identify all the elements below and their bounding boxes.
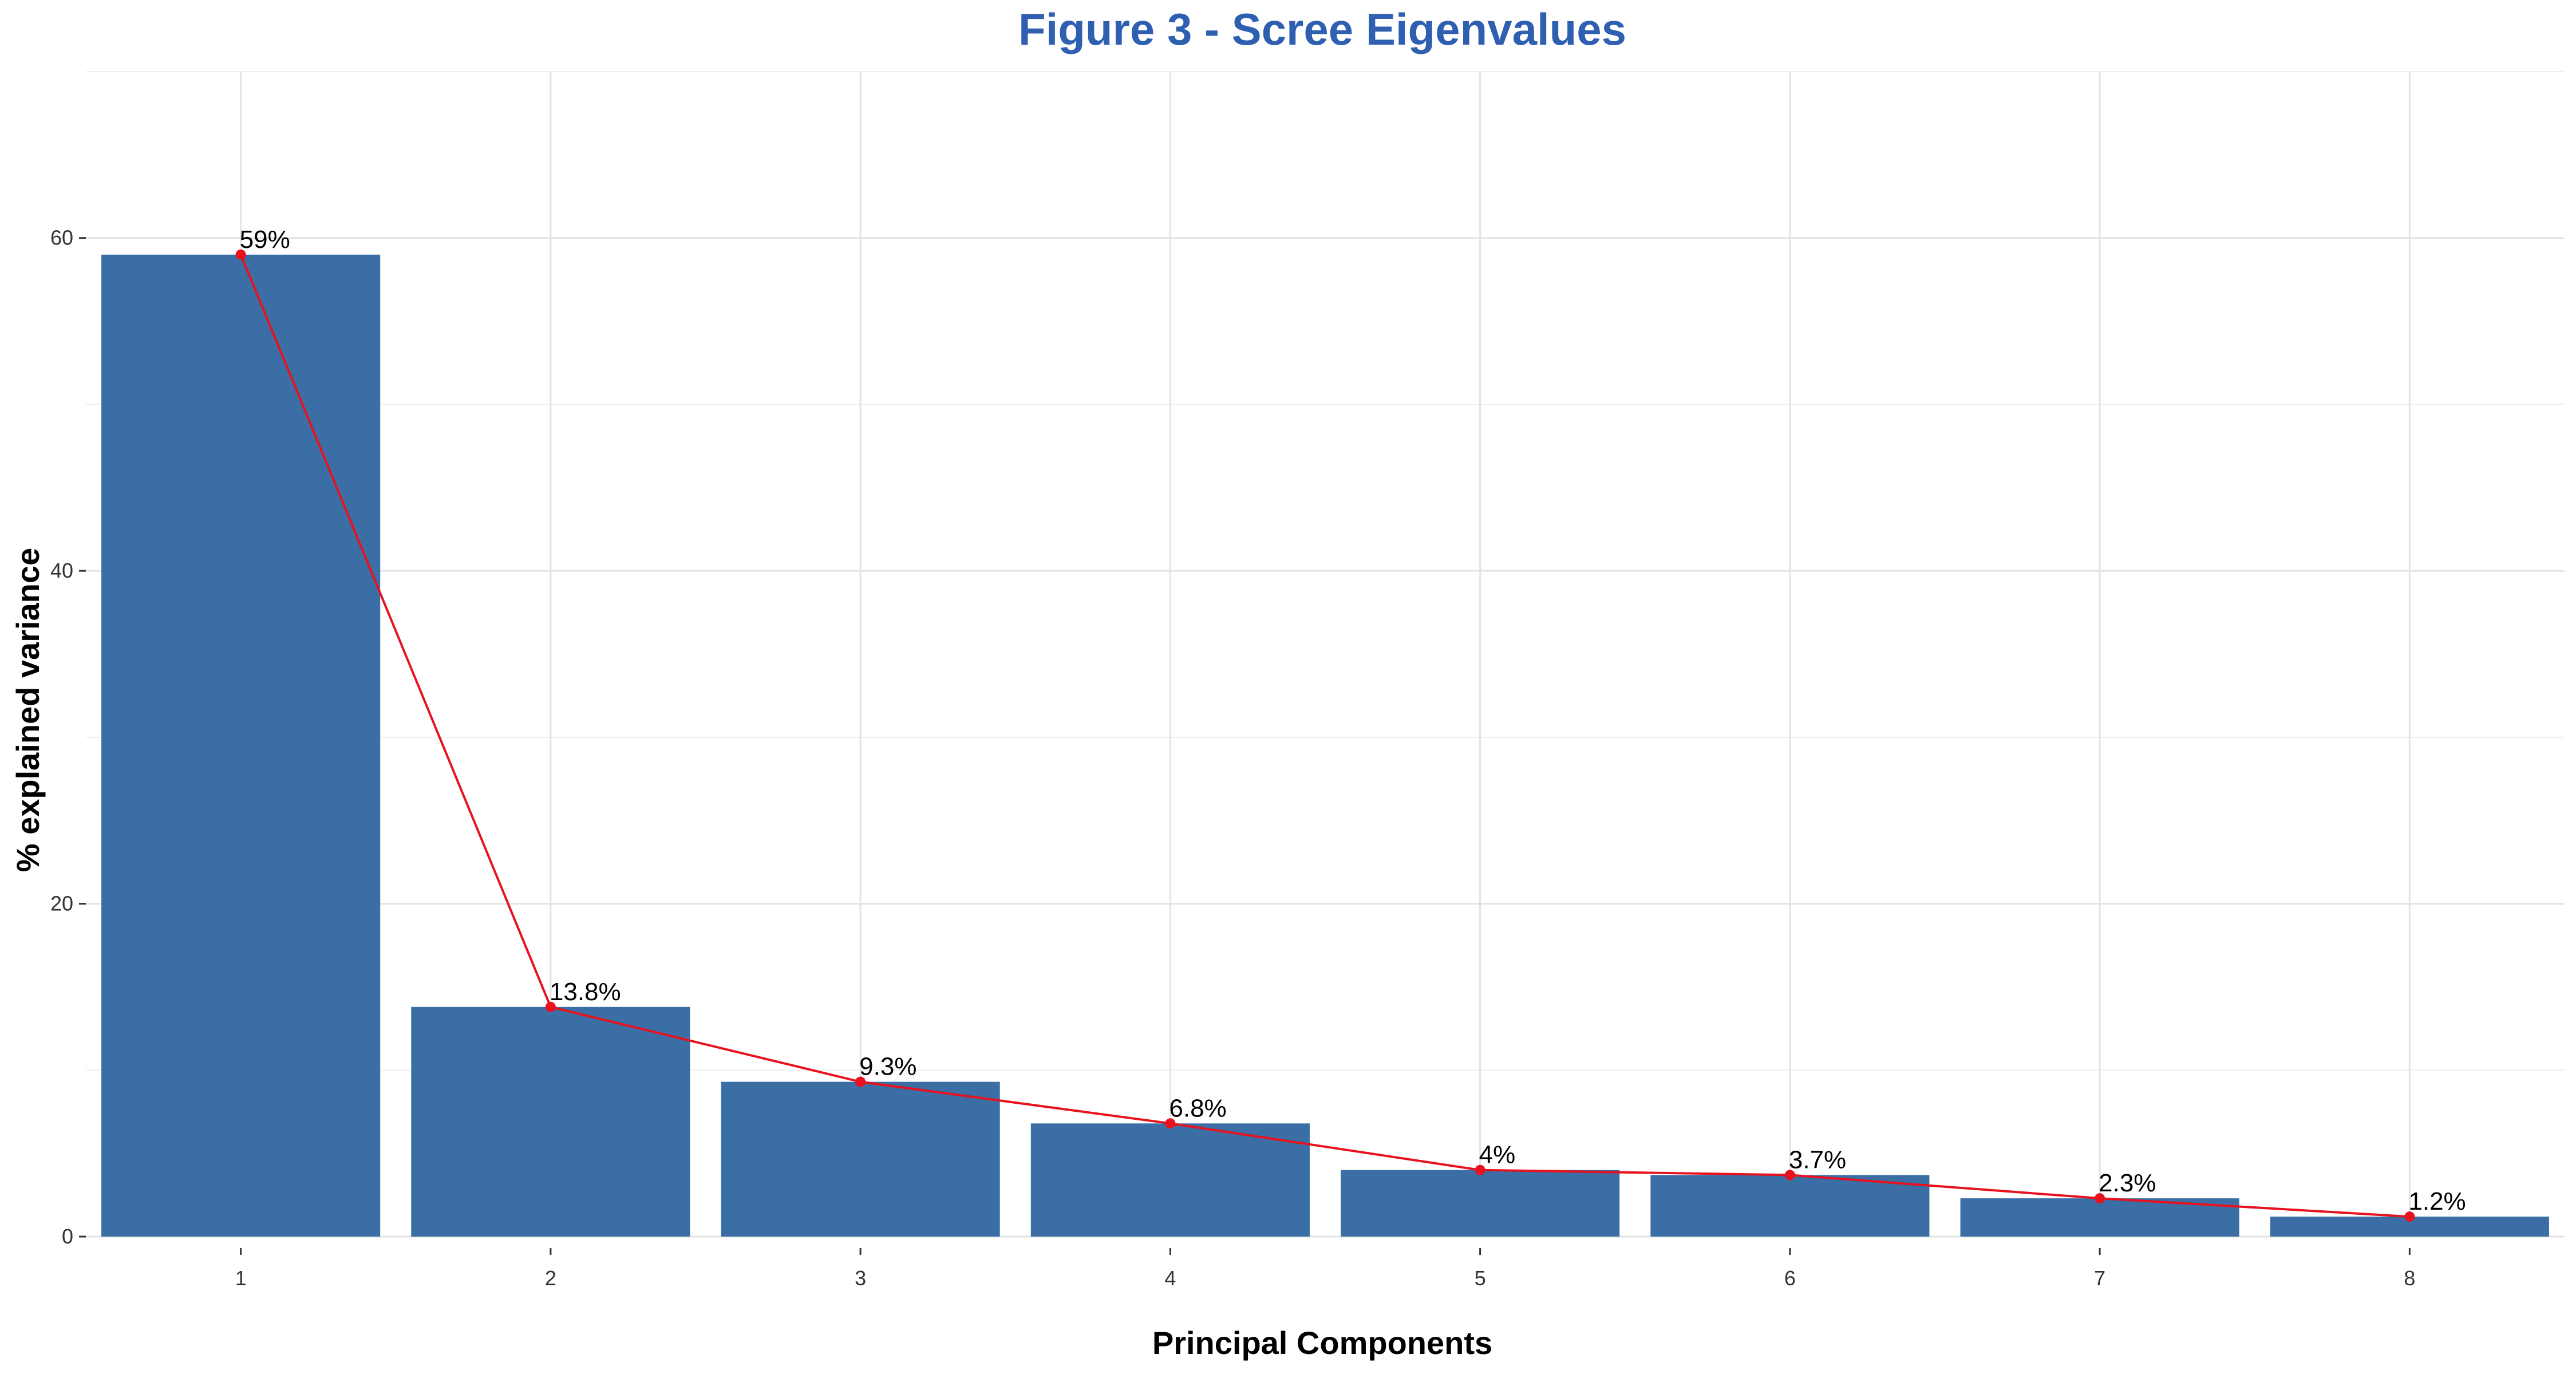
y-axis-title: % explained variance	[10, 548, 46, 872]
trend-point	[235, 249, 246, 260]
y-tick-label: 40	[50, 559, 73, 582]
chart-title: Figure 3 - Scree Eigenvalues	[1018, 4, 1626, 54]
bar-pc5	[1341, 1170, 1620, 1237]
trend-line	[235, 249, 2415, 1222]
x-axis-title: Principal Components	[1152, 1325, 1492, 1361]
y-tick-label: 20	[50, 892, 73, 915]
data-label: 13.8%	[550, 978, 621, 1006]
data-label: 1.2%	[2408, 1187, 2466, 1215]
trend-point	[1784, 1170, 1795, 1180]
data-label: 3.7%	[1789, 1146, 1846, 1174]
x-tick-label: 6	[1784, 1266, 1796, 1290]
y-tick-label: 0	[62, 1225, 73, 1248]
data-label: 2.3%	[2099, 1169, 2156, 1197]
bar-pc6	[1650, 1175, 1930, 1237]
trend-point	[1165, 1118, 1176, 1129]
data-label: 9.3%	[859, 1053, 916, 1081]
x-tick-label: 7	[2094, 1266, 2105, 1290]
y-tick-label: 60	[50, 226, 73, 250]
trend-point	[545, 1001, 556, 1012]
x-axis: 1 2 3 4 5 6 7 8	[235, 1248, 2415, 1290]
bar-pc2	[411, 1006, 690, 1237]
data-labels: 59% 13.8% 9.3% 6.8% 4% 3.7% 2.3% 1.2%	[240, 226, 2466, 1215]
trend-point	[855, 1076, 866, 1087]
bar-pc4	[1030, 1123, 1310, 1237]
data-label: 6.8%	[1169, 1094, 1226, 1122]
bar-pc3	[721, 1081, 1000, 1237]
x-tick-label: 2	[545, 1266, 556, 1290]
data-label: 4%	[1479, 1141, 1516, 1169]
y-axis: 0 20 40 60	[50, 226, 86, 1248]
x-tick-label: 5	[1475, 1266, 1486, 1290]
bar-pc1	[101, 254, 381, 1237]
x-tick-label: 1	[235, 1266, 247, 1290]
x-tick-label: 8	[2404, 1266, 2415, 1290]
trend-point	[1475, 1164, 1485, 1175]
trend-polyline	[239, 254, 2410, 1218]
trend-point	[2095, 1193, 2105, 1204]
x-tick-label: 3	[855, 1266, 866, 1290]
grid	[86, 71, 2565, 1238]
x-tick-label: 4	[1164, 1266, 1176, 1290]
trend-point	[2404, 1211, 2415, 1222]
data-label: 59%	[240, 226, 290, 254]
bars	[101, 254, 2549, 1237]
